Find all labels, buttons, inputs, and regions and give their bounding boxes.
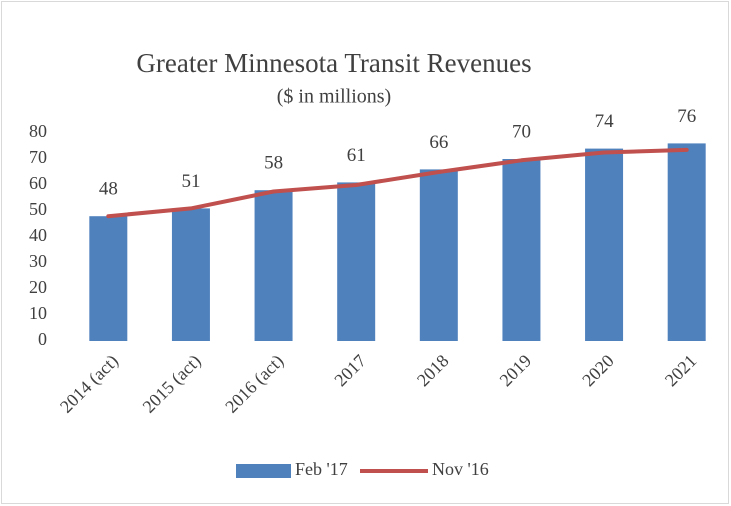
data-label: 51 bbox=[181, 171, 200, 192]
bar bbox=[171, 208, 210, 341]
data-label: 58 bbox=[264, 153, 283, 174]
y-tick-label: 70 bbox=[29, 147, 47, 167]
data-label: 74 bbox=[595, 111, 615, 132]
y-tick-label: 80 bbox=[29, 121, 47, 141]
data-label: 70 bbox=[512, 121, 531, 142]
data-label: 76 bbox=[677, 106, 696, 127]
data-label: 48 bbox=[99, 179, 118, 200]
bar bbox=[419, 169, 458, 341]
bar bbox=[254, 190, 293, 341]
bar bbox=[585, 148, 624, 341]
y-tick-label: 60 bbox=[29, 173, 47, 193]
bar bbox=[667, 143, 706, 341]
legend-swatch bbox=[236, 464, 291, 478]
data-label: 66 bbox=[429, 132, 448, 153]
chart-subtitle: ($ in millions) bbox=[277, 86, 391, 108]
chart-title: Greater Minnesota Transit Revenues bbox=[136, 48, 531, 78]
y-tick-label: 10 bbox=[29, 303, 47, 323]
data-label: 61 bbox=[347, 145, 366, 166]
line bbox=[106, 147, 689, 219]
y-tick-label: 40 bbox=[29, 225, 47, 245]
bar bbox=[502, 159, 541, 341]
bar bbox=[337, 182, 376, 341]
y-tick-label: 20 bbox=[29, 277, 47, 297]
y-tick-label: 50 bbox=[29, 199, 47, 219]
bar bbox=[89, 216, 128, 341]
legend-label: Feb '17 bbox=[295, 459, 348, 479]
y-tick-label: 0 bbox=[38, 329, 47, 349]
y-tick-label: 30 bbox=[29, 251, 47, 271]
legend-label: Nov '16 bbox=[432, 459, 489, 479]
